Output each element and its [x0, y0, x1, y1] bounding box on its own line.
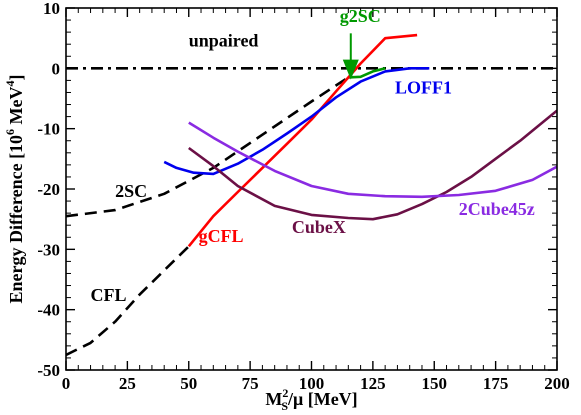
x-tick-label: 50	[180, 374, 197, 393]
series-label-cubex: CubeX	[292, 217, 346, 237]
x-tick-label: 0	[62, 374, 71, 393]
x-axis-title-main: M	[265, 389, 282, 409]
x-tick-label: 25	[119, 374, 136, 393]
series-label-gcfl: gCFL	[199, 226, 244, 246]
axis-ticks: 0 25 50 75 100 125 150 175 200 -50 -40 -30 -20 -10 0 10	[37, 0, 569, 393]
y-tick-label: -30	[37, 240, 60, 259]
x-tick-label: 75	[242, 374, 259, 393]
axis-titles: M2 S/μ [MeV] Energy Difference [106 MeV4]	[3, 74, 358, 413]
series-label-unpaired: unpaired	[189, 31, 259, 51]
series-line-cfl	[66, 245, 190, 357]
y-tick-label: 10	[43, 0, 60, 18]
x-tick-label: 150	[422, 374, 448, 393]
y-tick-label: 0	[52, 59, 61, 78]
x-tick-label: 200	[544, 374, 570, 393]
y-axis-title-sup: 6	[3, 129, 17, 135]
y-tick-label: -10	[37, 120, 60, 139]
y-tick-label: -20	[37, 180, 60, 199]
series-label-2sc: 2SC	[115, 181, 147, 201]
x-axis-title: M2 S/μ [MeV]	[265, 386, 357, 413]
y-axis-title-close: ]	[6, 74, 26, 80]
y-axis-title-unit: MeV	[6, 86, 26, 128]
y-axis-title-sup2: 4	[3, 80, 17, 86]
series-labels: unpaired 2SC CFL g2SC gCFL LOFF1 CubeX 2Cube45z	[91, 6, 535, 305]
series-line-2cube45z	[188, 121, 557, 199]
series-label-cfl: CFL	[91, 285, 127, 305]
series-line-loff1	[163, 67, 430, 176]
series-line-2sc	[66, 76, 350, 218]
y-tick-label: -50	[37, 361, 60, 380]
x-tick-label: 100	[299, 374, 325, 393]
x-axis-title-sub: S	[281, 399, 288, 413]
series-line-gcfl	[187, 33, 418, 248]
series-lines	[66, 33, 557, 357]
y-axis-title: Energy Difference [106 MeV4]	[3, 74, 26, 303]
series-line-cubex	[188, 109, 557, 221]
x-axis-title-sup: 2	[282, 386, 288, 400]
series-label-2cube45z: 2Cube45z	[459, 199, 535, 219]
y-axis-title-main: Energy Difference [10	[6, 135, 26, 304]
series-label-loff1: LOFF1	[395, 78, 452, 98]
x-tick-label: 175	[483, 374, 509, 393]
x-axis-title-rest: /μ [MeV]	[287, 389, 358, 409]
x-tick-label: 125	[360, 374, 386, 393]
series-label-g2sc: g2SC	[340, 6, 381, 26]
y-tick-label: -40	[37, 301, 60, 320]
